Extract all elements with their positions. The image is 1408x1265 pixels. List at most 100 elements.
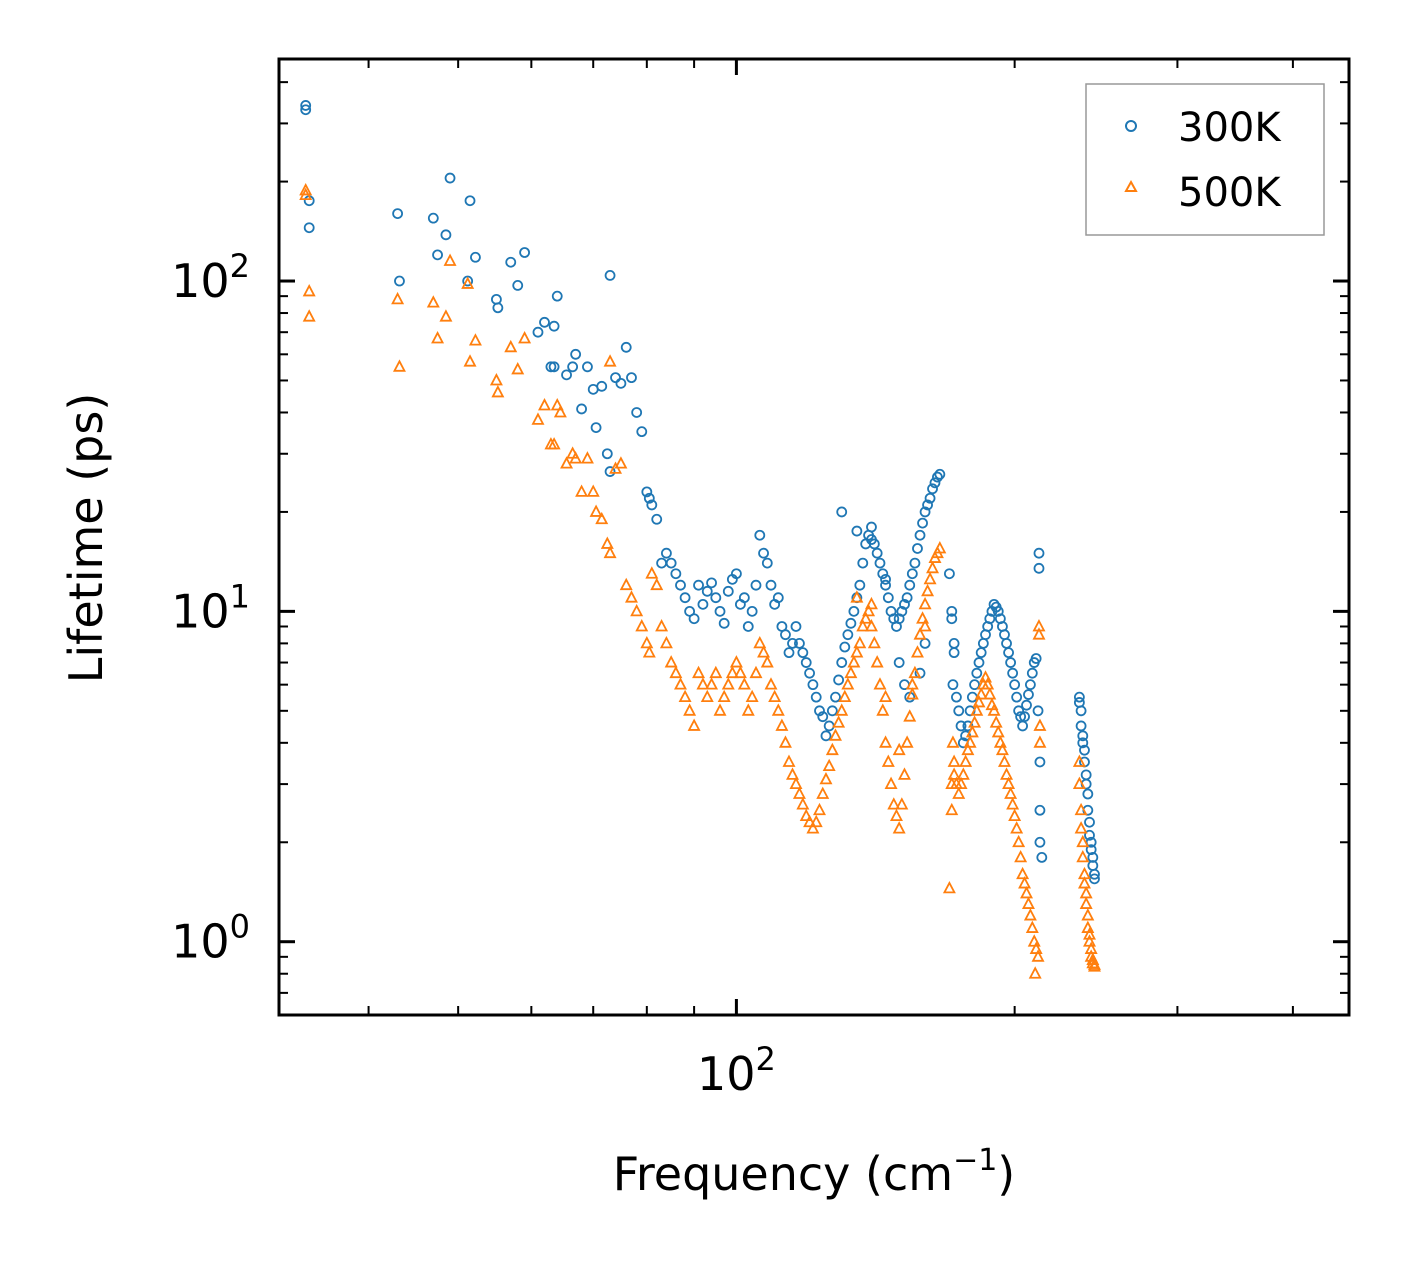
data-point-500k	[1081, 908, 1095, 921]
data-point-300k	[817, 711, 829, 723]
y-tick-label: 100	[171, 908, 250, 969]
data-point-500k	[997, 754, 1011, 767]
data-point-500k	[669, 665, 683, 679]
data-point-300k	[697, 598, 709, 610]
data-point-300k	[432, 249, 443, 261]
data-point-500k	[768, 689, 782, 703]
data-point-300k	[714, 605, 726, 617]
data-point-500k	[299, 183, 313, 196]
data-point-300k	[1026, 667, 1038, 679]
data-point-500k	[645, 566, 659, 579]
data-point-300k	[626, 372, 637, 384]
data-point-300k	[693, 579, 704, 591]
data-point-300k	[1013, 705, 1025, 717]
data-point-500k	[918, 619, 932, 632]
data-point-300k	[710, 592, 722, 604]
legend-label-300k: 300K	[1178, 105, 1282, 151]
data-point-500k	[575, 484, 589, 497]
data-point-500k	[569, 451, 583, 464]
data-point-300k	[394, 275, 405, 287]
data-point-500k	[635, 619, 649, 632]
data-point-500k	[431, 331, 445, 344]
data-point-300k	[934, 468, 946, 480]
data-point-500k	[786, 767, 799, 780]
data-point-500k	[1033, 735, 1047, 748]
x-tick-labels: 102	[697, 1040, 776, 1101]
data-point-500k	[889, 808, 903, 822]
data-point-300k	[532, 326, 544, 338]
data-point-300k	[604, 466, 616, 477]
data-point-500k	[737, 677, 751, 690]
data-point-300k	[718, 617, 730, 629]
data-point-500k	[302, 309, 316, 322]
data-point-300k	[643, 492, 655, 504]
data-point-300k	[882, 592, 894, 604]
data-point-300k	[780, 629, 791, 641]
data-point-300k	[567, 361, 579, 373]
data-point-500k	[664, 655, 678, 668]
data-point-500k	[884, 776, 898, 789]
data-point-300k	[750, 579, 762, 591]
data-point-300k	[675, 579, 686, 591]
data-point-300k	[519, 247, 530, 258]
data-point-500k	[862, 603, 876, 617]
data-point-500k	[463, 354, 477, 367]
data-point-300k	[701, 585, 713, 597]
data-point-500k	[674, 677, 687, 690]
data-point-500k	[864, 619, 878, 632]
data-point-500k	[799, 808, 813, 822]
data-point-300k	[797, 647, 809, 659]
data-point-300k	[1011, 691, 1023, 703]
data-point-300k	[826, 705, 838, 717]
data-point-500k	[838, 689, 852, 703]
data-point-500k	[757, 645, 771, 658]
data-point-500k	[1072, 754, 1086, 767]
data-point-500k	[819, 771, 833, 785]
data-point-300k	[464, 195, 476, 207]
series-500k	[299, 183, 1101, 979]
data-point-500k	[905, 687, 919, 700]
data-point-500k	[729, 655, 743, 668]
data-point-300k	[877, 568, 889, 580]
data-point-500k	[603, 545, 617, 559]
data-point-500k	[829, 728, 842, 741]
data-point-300k	[794, 637, 805, 649]
data-point-300k	[590, 422, 602, 433]
data-point-300k	[1017, 720, 1028, 732]
data-point-300k	[505, 256, 517, 268]
data-point-300k	[851, 525, 863, 537]
series-300k	[300, 100, 1100, 885]
data-point-500k	[443, 253, 457, 266]
data-point-300k	[440, 229, 452, 241]
data-point-500k	[391, 291, 405, 305]
data-point-500k	[547, 437, 561, 450]
data-point-300k	[880, 579, 891, 591]
data-point-500k	[1076, 834, 1090, 848]
data-point-300k	[800, 657, 812, 668]
data-point-300k	[444, 172, 456, 184]
data-point-300k	[842, 629, 854, 641]
data-point-300k	[904, 579, 916, 591]
data-point-500k	[946, 735, 960, 748]
data-point-500k	[870, 655, 884, 668]
data-point-300k	[631, 407, 643, 418]
data-point-300k	[999, 629, 1010, 641]
data-point-500k	[970, 703, 984, 716]
data-point-300k	[636, 426, 648, 438]
data-point-300k	[919, 506, 931, 518]
data-point-500k	[859, 611, 873, 624]
data-point-500k	[942, 880, 956, 894]
data-point-500k	[876, 703, 890, 716]
data-point-500k	[864, 596, 878, 610]
data-point-500k	[504, 339, 518, 353]
major-ticks	[279, 59, 1349, 1015]
data-point-500k	[853, 635, 867, 649]
data-point-300k	[545, 361, 557, 373]
data-point-500k	[642, 645, 656, 658]
data-point-300k	[899, 598, 910, 610]
data-point-500k	[856, 619, 870, 632]
data-point-500k	[972, 695, 986, 708]
data-point-500k	[952, 786, 966, 799]
data-point-500k	[844, 665, 858, 679]
data-point-500k	[1074, 802, 1088, 816]
